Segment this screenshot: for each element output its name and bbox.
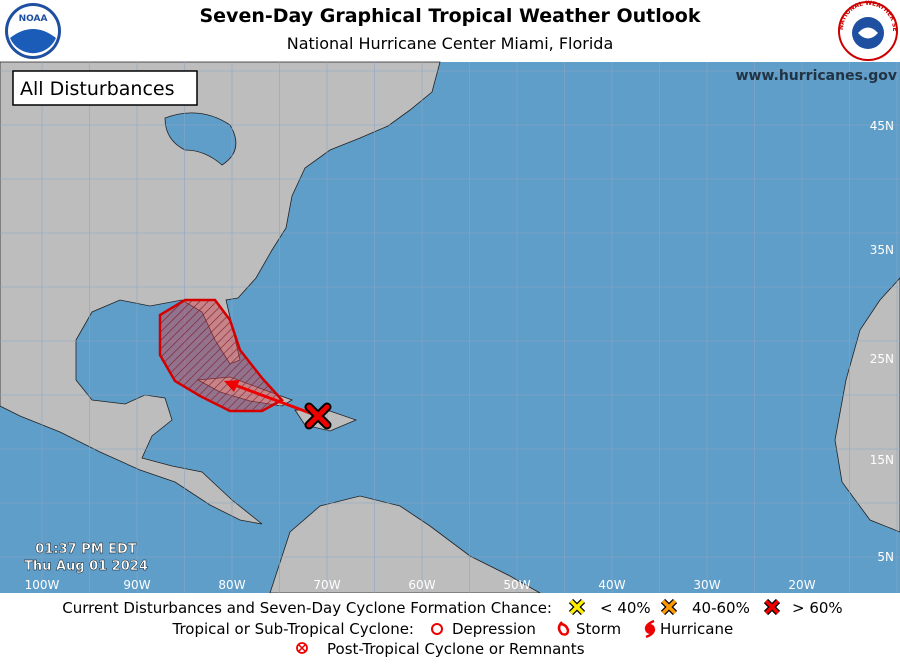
website[interactable]: www.hurricanes.gov [736, 68, 897, 84]
latitude-label: 5N [877, 550, 894, 564]
longitude-label: 20W [788, 578, 815, 592]
legend-hurricane: Hurricane [660, 620, 733, 638]
graticule [0, 62, 900, 593]
title: Seven-Day Graphical Tropical Weather Out… [199, 5, 700, 27]
coordinate-labels: 45N 35N 25N 15N 5N 100W 90W 80W 70W 60W 50W 40W 30W 2… [25, 119, 894, 592]
latitude-label: 35N [870, 243, 894, 257]
legend-low: < 40% [600, 599, 651, 617]
noaa-text: NOAA [19, 14, 48, 24]
longitude-label: 70W [313, 578, 340, 592]
panel-label: All Disturbances [20, 78, 175, 100]
longitude-label: 60W [408, 578, 435, 592]
legend-disturbances: Current Disturbances and Seven-Day Cyclo… [62, 599, 552, 617]
outlook-area [158, 298, 332, 430]
legend-cyclones: Tropical or Sub-Tropical Cyclone: [171, 620, 414, 638]
longitude-label: 40W [598, 578, 625, 592]
legend-storm: Storm [576, 620, 621, 638]
legend-depression: Depression [452, 620, 536, 638]
longitude-label: 50W [503, 578, 530, 592]
latitude-label: 25N [870, 352, 894, 366]
longitude-label: 80W [218, 578, 245, 592]
longitude-label: 30W [693, 578, 720, 592]
time: 01:37 PM EDT [35, 542, 137, 557]
subtitle: National Hurricane Center Miami, Florida [287, 34, 614, 53]
legend-medium: 40-60% [692, 599, 750, 617]
land [0, 61, 900, 594]
longitude-label: 100W [25, 578, 60, 592]
panel-label-box [12, 70, 198, 106]
legend: Current Disturbances and Seven-Day Cyclo… [62, 598, 843, 658]
legend-post-tropical: Post-Tropical Cyclone or Remnants [327, 640, 585, 658]
longitude-label: 90W [123, 578, 150, 592]
date: Thu Aug 01 2024 [24, 559, 148, 574]
latitude-label: 45N [870, 119, 894, 133]
track-arrow [231, 382, 319, 418]
noaa-logo: NOAA [5, 3, 61, 59]
legend-bg [0, 593, 900, 667]
disturbance-marker[interactable] [306, 404, 330, 428]
legend-high: > 60% [792, 599, 843, 617]
header-bg [0, 0, 900, 62]
latitude-label: 15N [870, 453, 894, 467]
